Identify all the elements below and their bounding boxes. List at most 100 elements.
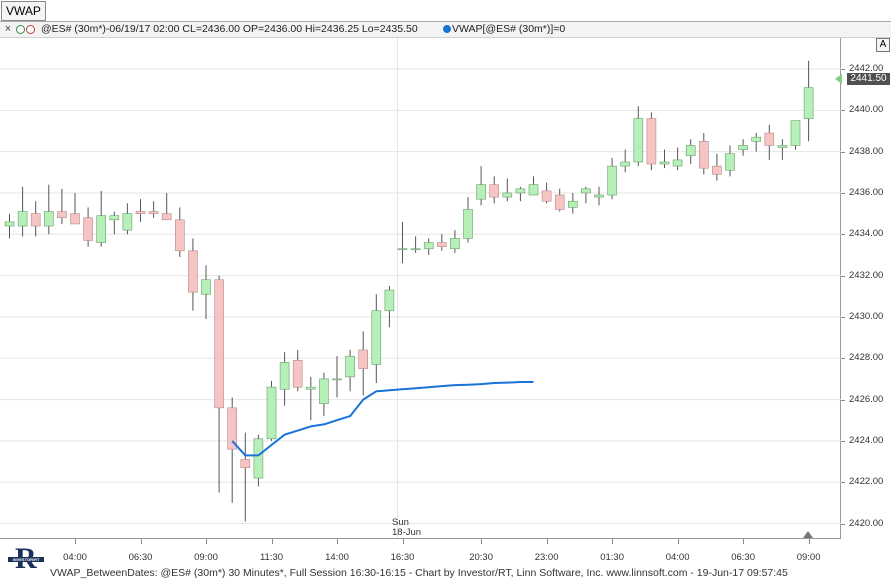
ohlc-readout: @ES# (30m*)-06/19/17 02:00 CL=2436.00 OP… — [41, 23, 418, 35]
time-tick-label: 20:30 — [469, 552, 493, 563]
candle-up — [319, 378, 329, 405]
price-tick-label: 2430.00 — [849, 310, 884, 322]
candle-up — [450, 238, 460, 250]
time-tick-label: 09:00 — [796, 552, 821, 563]
price-tick-label: 2438.00 — [849, 145, 884, 157]
candle-up — [109, 215, 120, 221]
candle-down — [83, 217, 93, 241]
price-tick-mark — [841, 523, 845, 525]
candle-up — [620, 161, 631, 167]
time-tick-label: 04:00 — [665, 552, 690, 563]
chart-plot-area[interactable]: Sun 18-Jun — [0, 38, 841, 538]
candle-up — [43, 211, 54, 227]
red-circle-icon[interactable] — [26, 25, 35, 34]
green-circle-icon[interactable] — [16, 25, 25, 34]
autoscale-button[interactable]: A — [876, 38, 890, 52]
price-tick-mark — [841, 358, 845, 360]
price-tick-mark — [841, 440, 845, 442]
candle-up — [685, 145, 696, 157]
price-tick-label: 2424.00 — [849, 434, 884, 446]
series-status-icons — [16, 25, 36, 37]
candle-down — [188, 250, 198, 293]
candle-up — [738, 145, 748, 150]
candle-up — [751, 136, 762, 142]
candle-down — [214, 279, 224, 409]
vwap-readout: VWAP[@ES# (30m*)]=0 — [443, 22, 565, 37]
candle-up — [502, 192, 513, 198]
candle-down — [161, 213, 172, 221]
candle-down — [489, 184, 500, 198]
time-tick-mark — [808, 539, 810, 544]
candle-up — [397, 248, 408, 251]
candle-up — [279, 362, 290, 390]
price-axis[interactable]: A 2420.00 2422.00 2424.00 2426.00 2428.00 243… — [835, 38, 891, 538]
candle-up — [790, 120, 801, 146]
candle-up — [581, 188, 591, 194]
footer-caption: VWAP_BetweenDates: @ES# (30m*) 30 Minute… — [50, 567, 788, 579]
window-title-tab[interactable]: VWAP — [1, 1, 46, 21]
candle-up — [371, 310, 382, 365]
time-tick-label: 23:00 — [534, 552, 559, 563]
candle-up — [410, 248, 421, 251]
candle-up — [253, 438, 264, 479]
price-tick-label: 2432.00 — [849, 269, 884, 281]
scroll-triangle-icon[interactable] — [803, 531, 813, 538]
price-tick-mark — [841, 234, 845, 236]
time-axis[interactable]: 04:00 06:30 09:00 11:30 14:00 16:30 20:30 23:00… — [0, 538, 841, 566]
price-tick-label: 2428.00 — [849, 352, 884, 364]
candle-up — [594, 194, 604, 198]
day-marker-weekday: Sun — [392, 517, 409, 528]
vwap-color-icon[interactable] — [443, 25, 451, 33]
candle-up — [567, 200, 578, 208]
last-price-arrow-icon — [835, 74, 842, 85]
candle-down — [70, 213, 80, 225]
candle-up — [305, 386, 316, 390]
time-tick-label: 06:30 — [731, 552, 755, 563]
candlestick-chart[interactable] — [0, 38, 841, 538]
candle-up — [266, 386, 277, 440]
price-tick-label: 2426.00 — [849, 393, 884, 405]
price-tick-mark — [841, 399, 845, 401]
time-tick-mark — [75, 539, 76, 544]
time-tick-label: 11:30 — [259, 552, 284, 563]
candle-down — [436, 242, 447, 247]
candle-down — [358, 349, 369, 369]
price-tick-mark — [841, 192, 845, 194]
candle-up — [4, 221, 15, 227]
candle-down — [292, 360, 303, 388]
candle-up — [463, 209, 473, 239]
time-tick-mark — [481, 539, 483, 544]
time-tick-label: 14:00 — [325, 552, 349, 563]
chart-footer: VWAP_BetweenDates: @ES# (30m*) 30 Minute… — [0, 566, 891, 581]
time-tick-mark — [546, 539, 548, 544]
logo-caption: INVESTOR/RT — [13, 557, 40, 562]
price-tick-label: 2440.00 — [849, 104, 884, 116]
candle-down — [240, 459, 251, 469]
price-tick-mark — [841, 110, 845, 112]
close-icon[interactable]: × — [4, 23, 12, 35]
time-tick-label: 09:00 — [194, 552, 218, 563]
candle-down — [646, 118, 657, 165]
candle-up — [17, 211, 28, 227]
candle-up — [607, 165, 617, 196]
price-tick-mark — [841, 68, 845, 70]
price-tick-label: 2434.00 — [849, 228, 884, 240]
time-tick-label: 06:30 — [128, 552, 153, 563]
title-divider — [0, 21, 891, 22]
candle-up — [476, 184, 486, 200]
candle-up — [633, 118, 644, 163]
candle-up — [423, 242, 434, 250]
time-tick-mark — [743, 539, 745, 544]
price-tick-label: 2442.00 — [849, 62, 884, 74]
candle-up — [803, 87, 814, 119]
price-tick-label: 2420.00 — [849, 517, 884, 529]
vwap-readout-text: VWAP[@ES# (30m*)]=0 — [452, 23, 566, 35]
price-tick-mark — [841, 316, 845, 318]
price-tick-label: 2436.00 — [849, 186, 884, 198]
price-tick-mark — [841, 275, 845, 277]
candle-up — [332, 378, 342, 381]
time-tick-mark — [402, 539, 404, 544]
candle-down — [148, 211, 159, 214]
time-tick-mark — [612, 539, 614, 544]
vwap-line — [231, 381, 534, 457]
